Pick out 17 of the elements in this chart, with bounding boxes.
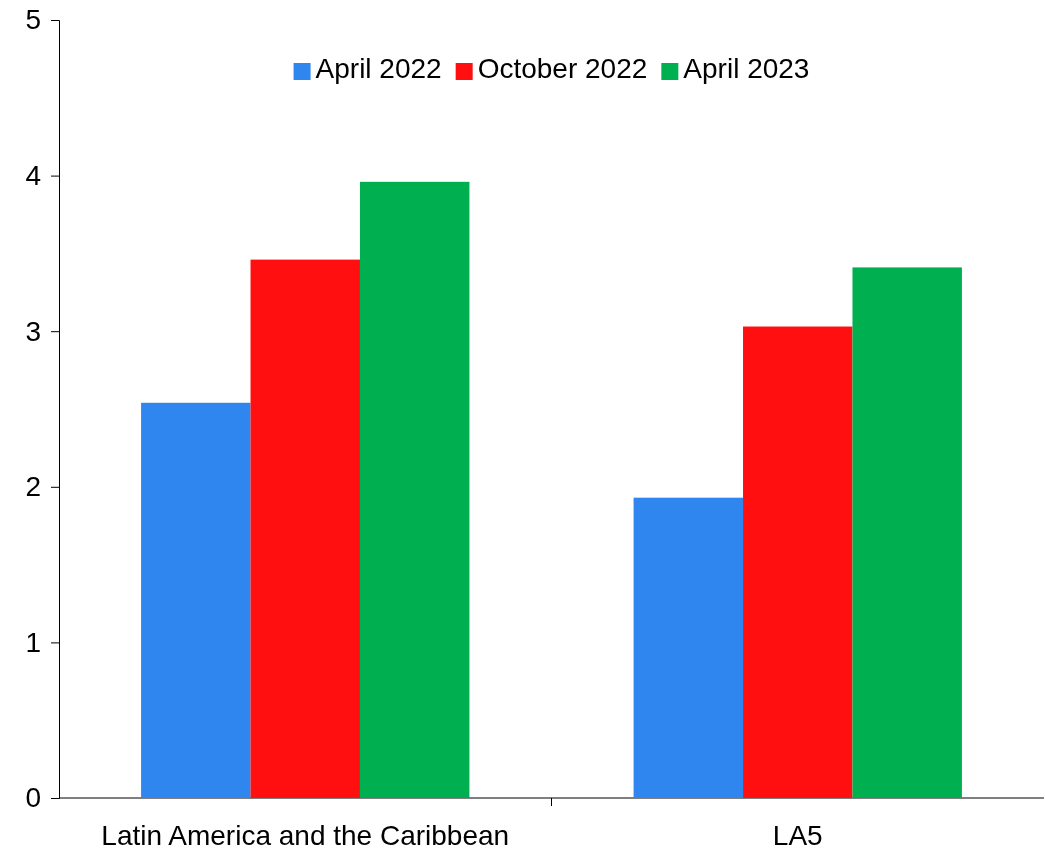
bar — [633, 497, 744, 798]
legend-label: April 2022 — [315, 53, 442, 84]
bar — [250, 259, 360, 798]
y-tick-label: 1 — [25, 626, 41, 658]
y-tick-label: 3 — [25, 315, 41, 347]
y-tick-label: 2 — [25, 471, 41, 503]
y-tick-label: 0 — [25, 782, 41, 814]
bar — [743, 326, 853, 798]
bar — [141, 402, 251, 798]
bar — [359, 181, 470, 798]
y-tick-label: 5 — [25, 4, 41, 36]
legend-label: April 2023 — [683, 53, 810, 84]
bar — [852, 267, 962, 798]
legend-label: October 2022 — [477, 53, 648, 84]
x-tick-label: LA5 — [772, 820, 823, 851]
x-tick-label: Latin America and the Caribbean — [101, 820, 510, 851]
y-tick-label: 4 — [25, 160, 41, 192]
